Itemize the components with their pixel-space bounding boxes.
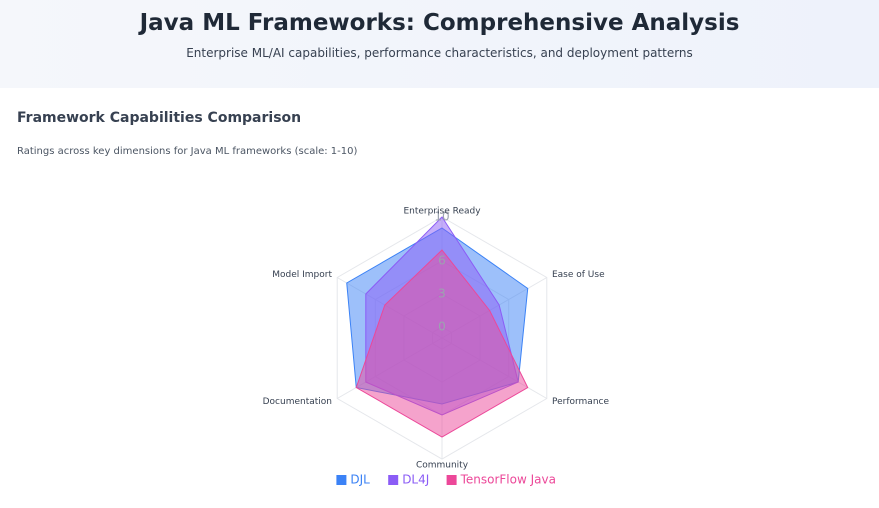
legend-label: DL4J — [402, 473, 429, 487]
axis-label: Community — [416, 461, 469, 471]
chart-title: Framework Capabilities Comparison — [17, 110, 302, 126]
axis-label: Performance — [552, 397, 609, 407]
legend-swatch — [336, 475, 347, 485]
r-tick-label: 6 — [438, 254, 446, 268]
axis-label: Enterprise Ready — [403, 207, 481, 217]
legend-swatch — [388, 475, 399, 485]
page-title: Java ML Frameworks: Comprehensive Analys… — [139, 10, 740, 36]
axis-label: Documentation — [263, 397, 332, 407]
page-subtitle: Enterprise ML/AI capabilities, performan… — [186, 46, 693, 60]
chart-subtitle: Ratings across key dimensions for Java M… — [17, 146, 358, 157]
legend-label: DJL — [350, 473, 370, 487]
r-tick-label: 10 — [434, 210, 449, 224]
axis-label: Ease of Use — [552, 270, 605, 280]
r-tick-label: 3 — [438, 287, 446, 301]
legend-label: TensorFlow Java — [460, 473, 556, 487]
header: Java ML Frameworks: Comprehensive Analys… — [0, 0, 879, 88]
radar-area — [355, 249, 529, 438]
legend-swatch — [446, 475, 457, 485]
axis-label: Model Import — [272, 270, 332, 280]
r-tick-label: 0 — [438, 320, 446, 334]
